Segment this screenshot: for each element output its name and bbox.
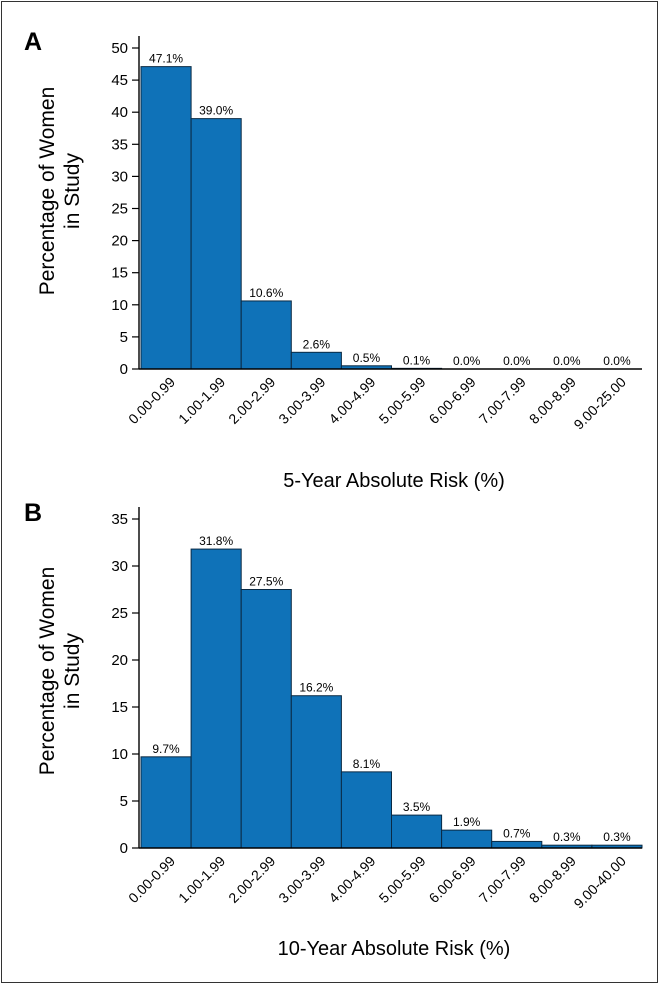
panel-b-x-tick-label: 6.00-6.99 — [426, 853, 479, 906]
panel-b-bar — [290, 695, 342, 849]
panel-b-x-title: 10-Year Absolute Risk (%) — [278, 938, 511, 960]
panel-a-y-title-line2: in Study — [61, 153, 84, 229]
panel-a-x-tick-label: 7.00-7.99 — [476, 374, 529, 427]
panel-b-data-label: 0.3% — [553, 830, 581, 844]
panel-b-y-tick-label: 30 — [111, 558, 128, 575]
panel-b-y-tick-label: 5 — [120, 793, 128, 810]
panel-a-data-label: 0.5% — [353, 351, 381, 365]
panel-b-y-tick-label: 35 — [111, 511, 128, 528]
panel-a-y-tick-label: 5 — [120, 329, 128, 346]
panel-b-x-tick-label: 5.00-5.99 — [376, 853, 429, 906]
panel-a-y-tick-label: 15 — [111, 265, 128, 282]
panel-a-y-tick-label: 50 — [111, 40, 128, 57]
panel-a-x-tick-label: 5.00-5.99 — [376, 374, 429, 427]
panel-b-bar — [391, 814, 443, 849]
panel-b-bar — [441, 829, 493, 849]
panel-b-bar — [340, 771, 392, 849]
panel-a-data-label: 39.0% — [199, 104, 233, 118]
panel-b-y-tick-label: 20 — [111, 652, 128, 669]
panel-a-data-label: 47.1% — [149, 52, 183, 66]
panel-b-bar — [140, 756, 192, 849]
panel-a-y-tick-label: 0 — [120, 361, 128, 378]
panel-b-y-tick-label: 15 — [111, 699, 128, 716]
panel-a-x-tick-label: 3.00-3.99 — [275, 374, 328, 427]
panel-b-x-tick-label: 4.00-4.99 — [325, 853, 378, 906]
panel-a-x-title: 5-Year Absolute Risk (%) — [283, 470, 505, 492]
panel-b-x-tick-label: 9.00-40.00 — [570, 853, 629, 912]
panel-a-letter: A — [24, 28, 42, 56]
panel-a-x-tick-label: 8.00-8.99 — [526, 374, 579, 427]
panel-a-y-tick-label: 30 — [111, 168, 128, 185]
panel-a-bar — [290, 351, 342, 370]
panel-a-y-tick-label: 40 — [111, 104, 128, 121]
panel-a-y-tick-label: 45 — [111, 72, 128, 89]
panel-b-data-label: 16.2% — [299, 681, 333, 695]
panel-a-y-title-line1: Percentage of Women — [36, 87, 59, 296]
panel-b-data-label: 0.3% — [603, 830, 631, 844]
panel-a-data-label: 2.6% — [303, 337, 331, 351]
panel-b-data-label: 9.7% — [152, 742, 180, 756]
panel-a-y-tick-label: 20 — [111, 233, 128, 250]
panel-b-letter: B — [24, 499, 42, 527]
panel-b-x-tick-label: 1.00-1.99 — [175, 853, 228, 906]
panel-b: B Percentage of Women in Study 10-Year A… — [24, 499, 643, 960]
panel-a-bar — [240, 300, 292, 370]
panel-a-y-tick-label: 10 — [111, 297, 128, 314]
panel-a-x-tick-label: 1.00-1.99 — [175, 374, 228, 427]
panel-b-data-label: 1.9% — [453, 815, 481, 829]
panel-b-data-label: 31.8% — [199, 534, 233, 548]
panel-b-data-label: 8.1% — [353, 757, 381, 771]
panel-b-x-tick-label: 7.00-7.99 — [476, 853, 529, 906]
panel-b-x-tick-label: 2.00-2.99 — [225, 853, 278, 906]
panel-a-y-tick-label: 25 — [111, 201, 128, 218]
panel-a-data-label: 0.0% — [453, 354, 481, 368]
panel-a-data-label: 10.6% — [249, 286, 283, 300]
panel-b-x-tick-label: 0.00-0.99 — [125, 853, 178, 906]
panel-b-y-title-line2: in Study — [61, 633, 84, 709]
panel-b-data-label: 0.7% — [503, 826, 531, 840]
panel-b-y-tick-label: 10 — [111, 746, 128, 763]
panel-b-data-label: 3.5% — [403, 800, 431, 814]
panel-a-data-label: 0.0% — [503, 354, 531, 368]
panel-b-y-title: Percentage of Women in Study — [36, 567, 84, 776]
panel-a-bar — [140, 66, 192, 370]
panel-a-x-tick-label: 4.00-4.99 — [325, 374, 378, 427]
panel-b-x-tick-label: 8.00-8.99 — [526, 853, 579, 906]
panel-b-bar — [491, 840, 543, 849]
panel-a-x-tick-label: 9.00-25.00 — [570, 374, 629, 433]
panel-a-x-tick-label: 6.00-6.99 — [426, 374, 479, 427]
panel-b-y-tick-label: 25 — [111, 605, 128, 622]
panel-a-data-label: 0.0% — [603, 354, 631, 368]
panel-b-x-tick-label: 3.00-3.99 — [275, 853, 328, 906]
panel-a: A Percentage of Women in Study 5-Year Ab… — [24, 28, 642, 492]
panel-b-data-label: 27.5% — [249, 575, 283, 589]
panel-a-x-tick-label: 2.00-2.99 — [225, 374, 278, 427]
panel-a-y-tick-label: 35 — [111, 136, 128, 153]
panel-a-bar — [190, 118, 242, 370]
panel-b-bar — [190, 548, 242, 849]
panel-b-bar — [240, 589, 292, 849]
panel-b-y-tick-label: 0 — [120, 840, 128, 857]
panel-a-data-label: 0.1% — [403, 353, 431, 367]
panel-a-data-label: 0.0% — [553, 354, 581, 368]
panel-b-y-title-line1: Percentage of Women — [36, 567, 59, 776]
panel-a-x-tick-label: 0.00-0.99 — [125, 374, 178, 427]
panel-a-y-title: Percentage of Women in Study — [36, 87, 84, 296]
